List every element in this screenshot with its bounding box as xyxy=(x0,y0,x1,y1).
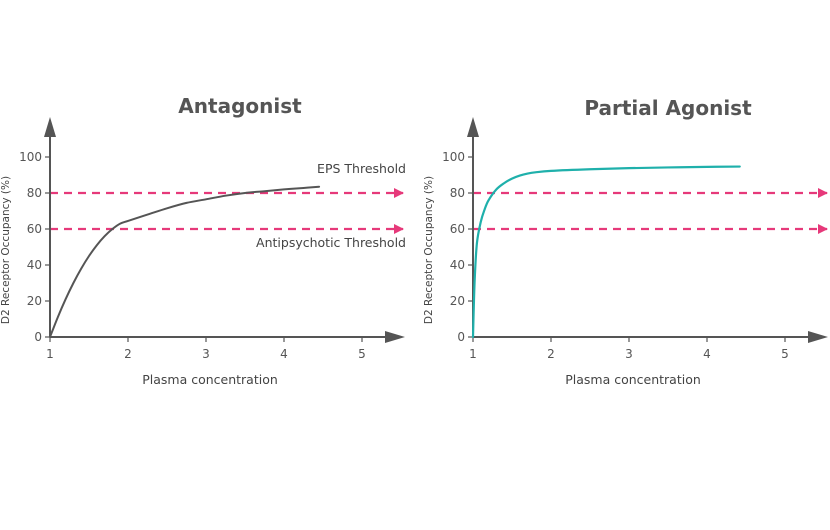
y-tick-label: 0 xyxy=(457,330,465,344)
y-tick-label: 40 xyxy=(450,258,465,272)
x-axis-label: Plasma concentration xyxy=(565,372,701,387)
x-tick-label: 5 xyxy=(781,347,789,361)
y-axis-arrowhead xyxy=(44,117,56,137)
threshold-label-60: Antipsychotic Threshold xyxy=(256,235,406,250)
chart-panel-0: Antagonist EPS Threshold Antipsychotic Thr… xyxy=(0,94,406,387)
y-tick-label: 20 xyxy=(27,294,42,308)
series-line-0 xyxy=(471,165,741,339)
y-tick-label: 40 xyxy=(27,258,42,272)
x-tick-label: 2 xyxy=(547,347,555,361)
x-tick-label: 2 xyxy=(124,347,132,361)
x-axis-arrowhead xyxy=(808,331,828,343)
threshold-label-80: EPS Threshold xyxy=(317,161,406,176)
x-tick-label: 5 xyxy=(358,347,366,361)
chart-title: Antagonist xyxy=(178,94,302,118)
y-tick-label: 100 xyxy=(19,150,42,164)
y-tick-label: 20 xyxy=(450,294,465,308)
y-axis-label: D2 Receptor Occupancy (%) xyxy=(423,176,435,324)
y-axis-label: D2 Receptor Occupancy (%) xyxy=(0,176,12,324)
x-tick-label: 3 xyxy=(625,347,633,361)
x-tick-label: 4 xyxy=(280,347,288,361)
x-tick-label: 4 xyxy=(703,347,711,361)
series-line-0 xyxy=(49,185,321,338)
x-tick-label: 3 xyxy=(202,347,210,361)
y-tick-label: 60 xyxy=(27,222,42,236)
y-axis-arrowhead xyxy=(467,117,479,137)
x-tick-label: 1 xyxy=(469,347,477,361)
y-tick-label: 60 xyxy=(450,222,465,236)
chart-title: Partial Agonist xyxy=(584,96,752,120)
y-tick-label: 100 xyxy=(442,150,465,164)
y-tick-label: 0 xyxy=(34,330,42,344)
x-axis-arrowhead xyxy=(385,331,405,343)
y-tick-label: 80 xyxy=(27,186,42,200)
x-tick-label: 1 xyxy=(46,347,54,361)
chart-panel-1: Partial Agonist 1 2 3 4 5 0 20 40 60 80 100 Plasma c… xyxy=(423,96,828,387)
x-axis-label: Plasma concentration xyxy=(142,372,278,387)
y-tick-label: 80 xyxy=(450,186,465,200)
